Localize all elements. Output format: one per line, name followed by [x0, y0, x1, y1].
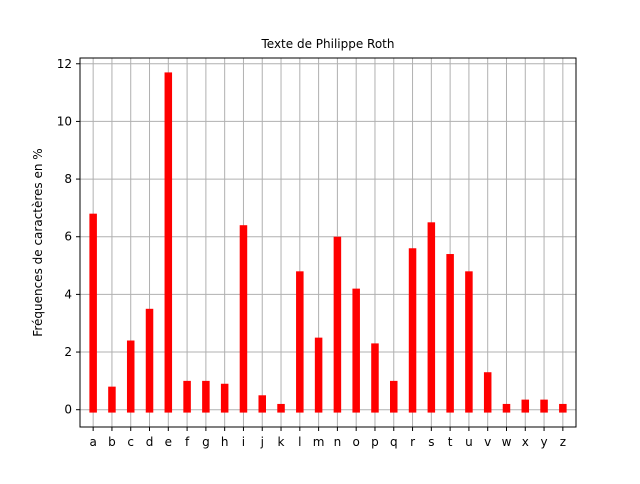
bar-b — [108, 386, 116, 413]
x-tick-label-f: f — [185, 435, 190, 449]
x-tick-label-g: g — [202, 435, 210, 449]
bar-z — [559, 403, 567, 413]
bar-d — [145, 308, 154, 413]
x-tick-label-z: z — [560, 435, 566, 449]
x-tick-label-p: p — [371, 435, 379, 449]
plot-background — [80, 58, 576, 427]
x-tick-label-d: d — [146, 435, 154, 449]
bars-layer — [89, 72, 567, 413]
bar-i — [239, 225, 248, 413]
bar-a — [89, 213, 97, 413]
bar-u — [465, 271, 473, 413]
x-tick-label-r: r — [410, 435, 415, 449]
bar-v — [483, 372, 492, 413]
bar-g — [202, 380, 210, 413]
x-tick-label-h: h — [221, 435, 229, 449]
ticks-layer: a b c d e f g h i j k l m n o p q r s t u v w x y z 0 2 4 6 8 10 12 — [57, 57, 566, 449]
x-tick-label-a: a — [89, 435, 96, 449]
x-tick-label-t: t — [448, 435, 453, 449]
bar-y — [540, 399, 548, 413]
x-tick-label-s: s — [428, 435, 434, 449]
x-tick-label-u: u — [465, 435, 473, 449]
bar-h — [220, 383, 229, 413]
x-tick-label-o: o — [353, 435, 360, 449]
x-tick-label-v: v — [484, 435, 491, 449]
bar-m — [314, 337, 323, 413]
x-tick-label-b: b — [108, 435, 116, 449]
y-tick-label-10: 10 — [57, 114, 72, 128]
x-tick-label-c: c — [127, 435, 134, 449]
bar-r — [408, 248, 417, 413]
bar-s — [427, 222, 436, 413]
bar-l — [296, 271, 304, 413]
bar-f — [183, 380, 191, 413]
x-tick-label-j: j — [260, 435, 264, 449]
bar-c — [126, 340, 135, 413]
x-tick-label-i: i — [242, 435, 245, 449]
x-tick-label-e: e — [165, 435, 172, 449]
bar-o — [352, 288, 360, 413]
bar-n — [333, 236, 342, 413]
bar-q — [390, 380, 398, 413]
y-tick-label-4: 4 — [64, 287, 72, 301]
x-tick-label-k: k — [278, 435, 285, 449]
bar-w — [502, 403, 511, 413]
x-tick-label-x: x — [522, 435, 529, 449]
y-tick-label-12: 12 — [57, 57, 72, 71]
bar-p — [371, 343, 379, 413]
axes-frame — [79, 57, 577, 428]
y-tick-label-2: 2 — [64, 345, 72, 359]
y-axis-label: Fréquences de caractères en % — [31, 148, 45, 336]
x-tick-label-l: l — [298, 435, 301, 449]
y-tick-label-8: 8 — [64, 172, 72, 186]
x-tick-label-w: w — [502, 435, 512, 449]
chart-title: Texte de Philippe Roth — [260, 37, 394, 51]
bar-j — [258, 395, 266, 413]
bar-k — [277, 403, 285, 413]
y-tick-label-6: 6 — [64, 230, 72, 244]
bar-e — [164, 72, 173, 413]
x-tick-label-m: m — [313, 435, 325, 449]
bar-x — [521, 399, 530, 413]
x-tick-label-n: n — [334, 435, 342, 449]
bar-t — [446, 254, 454, 413]
x-tick-label-y: y — [541, 435, 548, 449]
x-tick-label-q: q — [390, 435, 398, 449]
y-tick-label-0: 0 — [64, 403, 72, 417]
